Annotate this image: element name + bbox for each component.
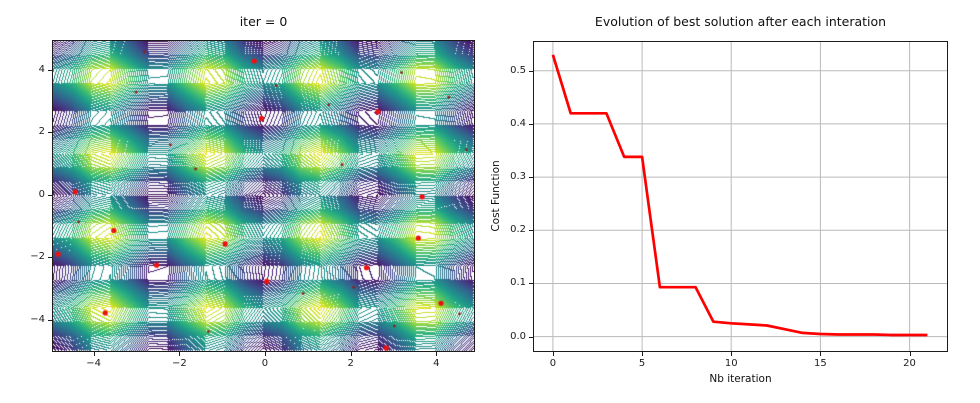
- y-tick-mark: [529, 70, 533, 72]
- y-tick-label: −2: [30, 251, 45, 263]
- y-tick-label: 0.0: [510, 330, 526, 342]
- y-tick-mark: [529, 123, 533, 125]
- y-tick-mark: [48, 194, 52, 196]
- line-plot-title: Evolution of best solution after each in…: [594, 14, 887, 29]
- y-tick-label: 0.2: [510, 224, 526, 236]
- x-tick-mark: [264, 352, 266, 356]
- y-tick-mark: [48, 132, 52, 134]
- cost-function-line: [551, 54, 928, 337]
- x-tick-label: −4: [86, 358, 102, 369]
- x-tick-mark: [642, 352, 644, 356]
- y-tick-label: 0.5: [510, 64, 526, 76]
- x-tick-mark: [179, 352, 181, 356]
- contour-canvas: [53, 41, 474, 351]
- line-plot-xlabel: Nb iteration: [709, 373, 772, 385]
- x-tick-label: 15: [814, 358, 827, 369]
- y-tick-label: 2: [38, 126, 45, 138]
- x-tick-label: 0: [549, 358, 557, 369]
- x-tick-label: 20: [903, 358, 916, 369]
- y-tick-mark: [529, 230, 533, 232]
- contour-axes: −4 −2 0 2 4 −4 −2 0 2 4: [30, 40, 475, 369]
- x-tick-mark: [93, 352, 95, 356]
- x-tick-label: 5: [638, 358, 646, 369]
- x-tick-label: 2: [347, 358, 354, 369]
- y-tick-mark: [529, 336, 533, 338]
- y-tick-label: 0.1: [510, 277, 526, 289]
- x-tick-mark: [350, 352, 352, 356]
- x-tick-mark: [909, 352, 911, 356]
- y-tick-mark: [48, 70, 52, 72]
- line-plot-ylabel: Cost Function: [490, 160, 502, 232]
- x-tick-label: 0: [261, 358, 269, 369]
- y-tick-mark: [529, 283, 533, 285]
- x-tick-label: 10: [724, 358, 738, 369]
- y-tick-mark: [529, 177, 533, 179]
- x-tick-mark: [552, 352, 554, 356]
- y-tick-label: 4: [38, 64, 45, 76]
- y-tick-mark: [48, 319, 52, 321]
- y-tick-label: 0.4: [510, 117, 526, 129]
- y-tick-label: 0: [38, 188, 45, 200]
- line-chart-svg: [534, 42, 947, 351]
- grid-lines: [534, 42, 947, 351]
- y-tick-label: −4: [30, 313, 45, 325]
- contour-plot-title: iter = 0: [239, 14, 288, 29]
- line-axes: 0 5 10 15 20 0.0 0.1 0.2 0.3 0.4 0.5: [510, 41, 948, 369]
- x-tick-label: −2: [171, 358, 187, 369]
- x-tick-mark: [436, 352, 438, 356]
- y-tick-label: 0.3: [510, 171, 526, 183]
- x-tick-mark: [731, 352, 733, 356]
- y-tick-mark: [48, 257, 52, 259]
- x-tick-label: 4: [433, 358, 440, 369]
- x-tick-mark: [820, 352, 822, 356]
